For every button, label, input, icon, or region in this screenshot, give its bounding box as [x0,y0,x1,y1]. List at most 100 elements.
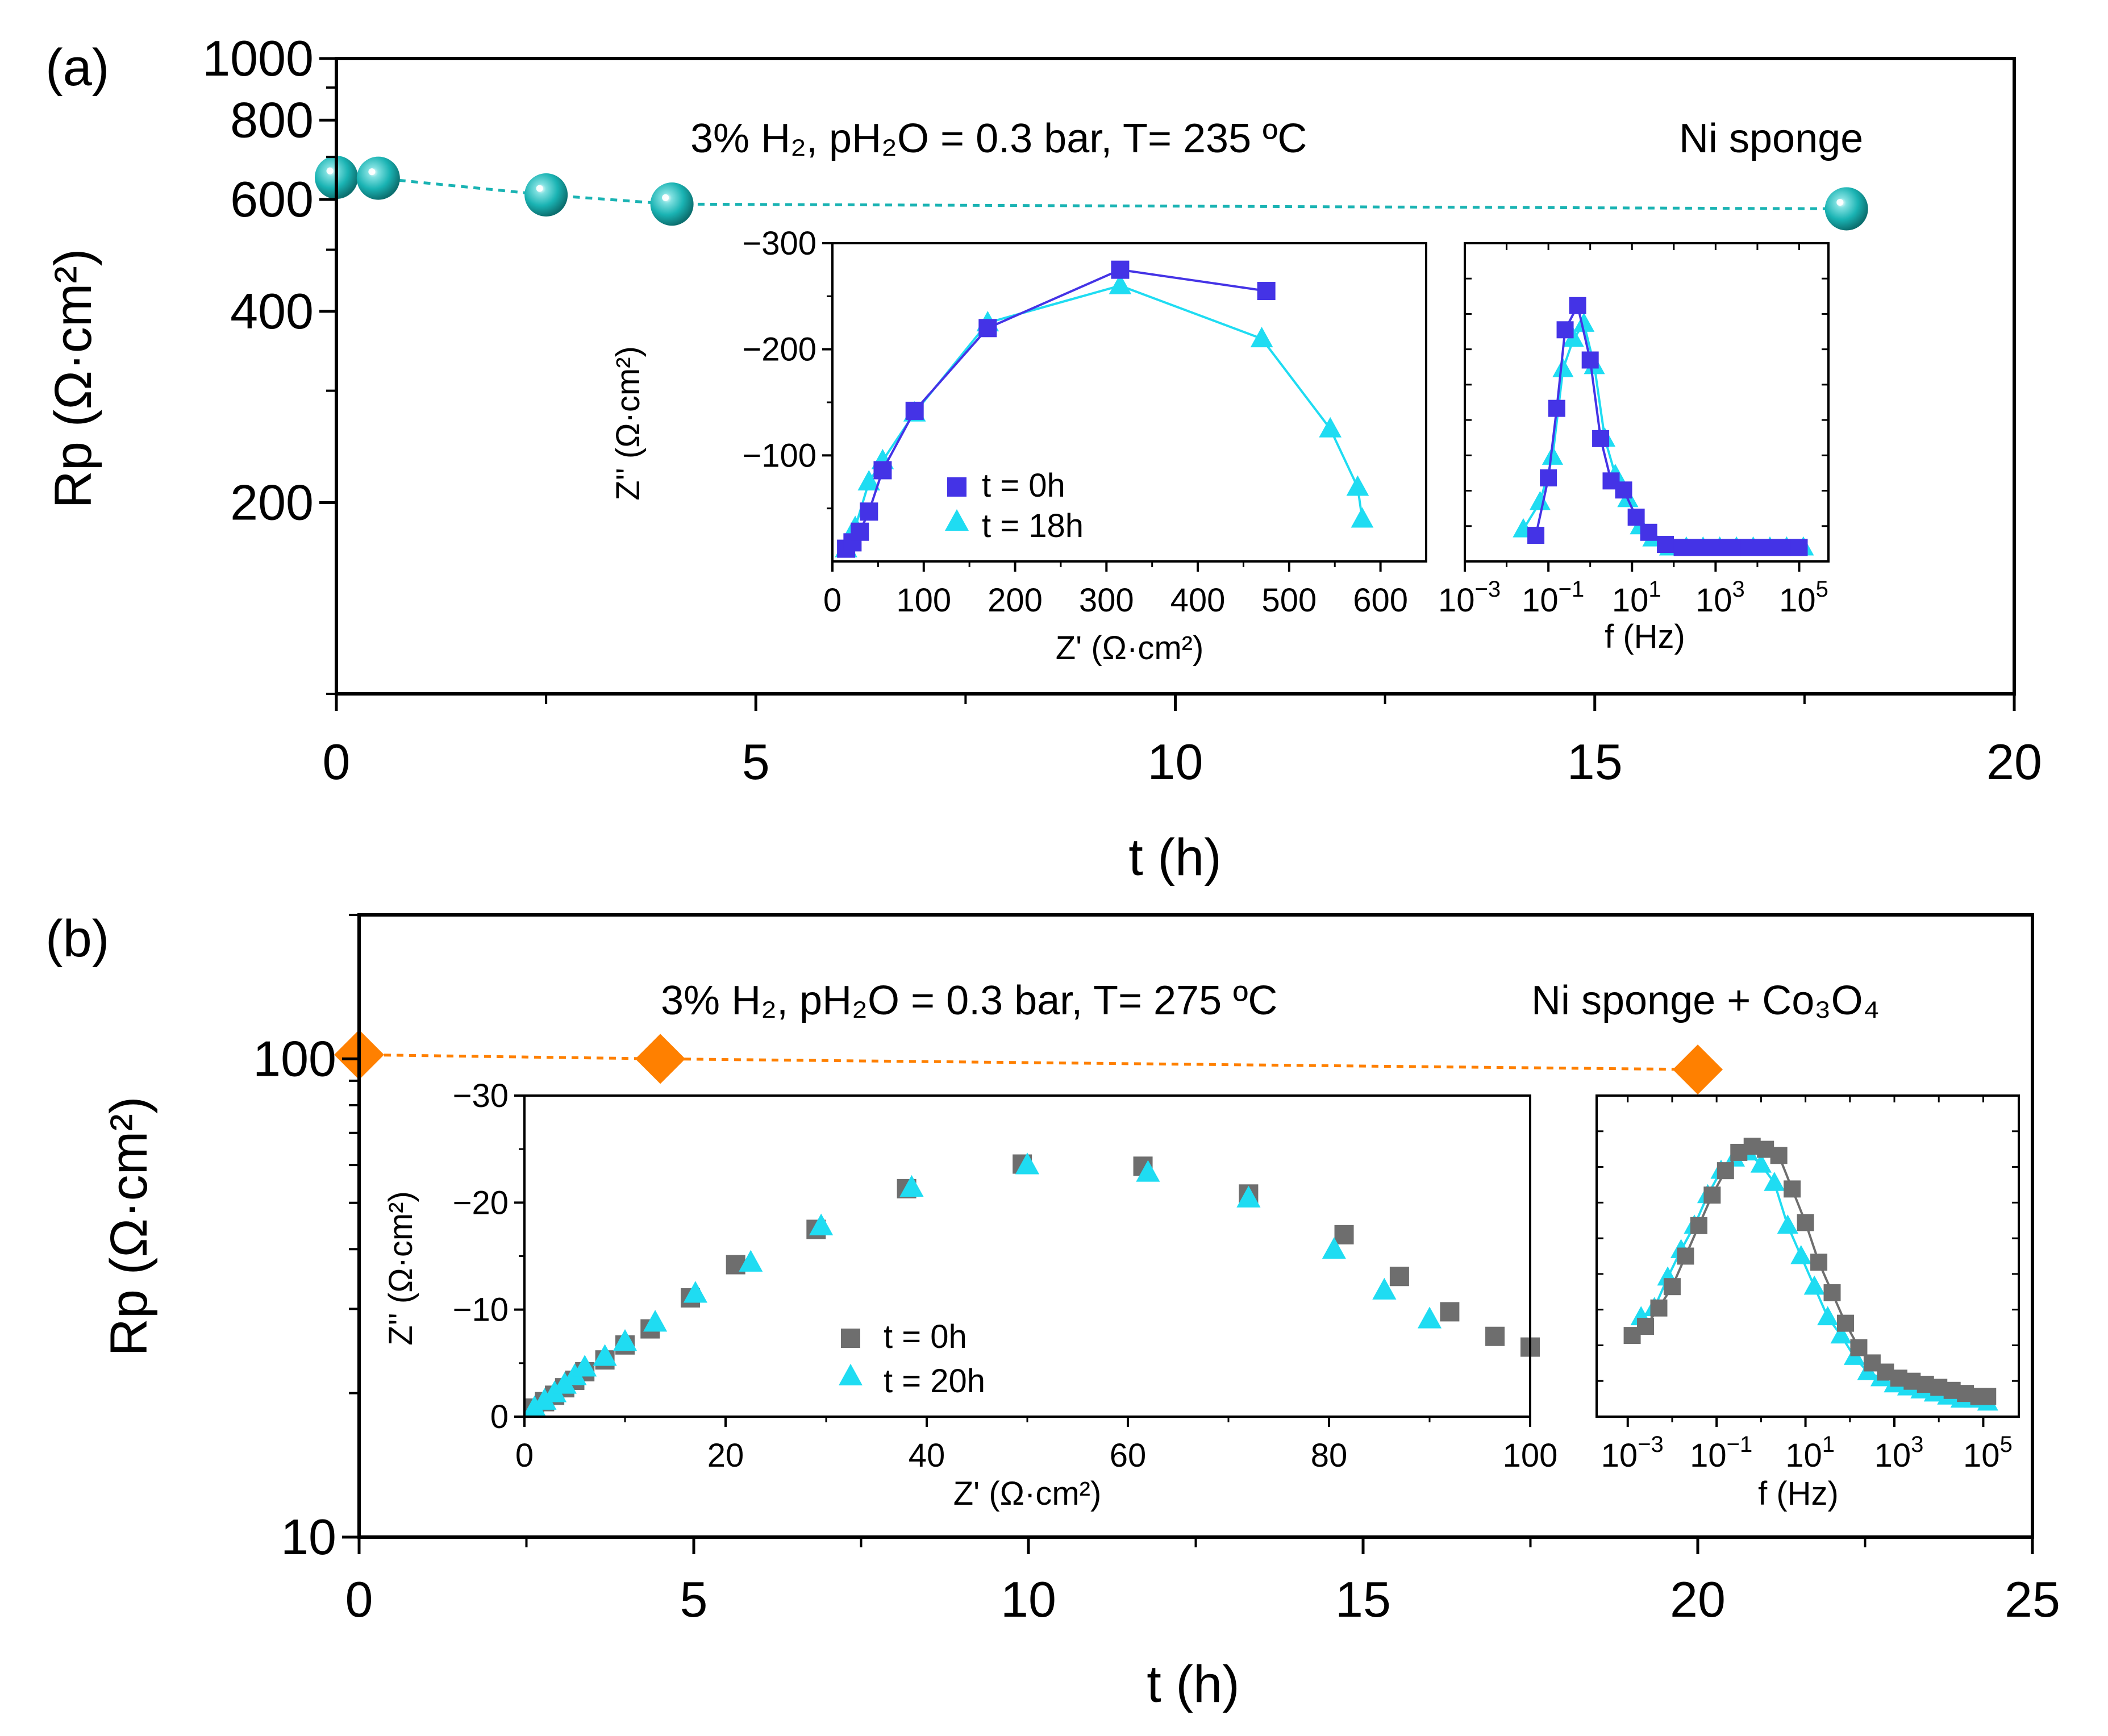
b-nyq-point [1389,1267,1409,1287]
a-nyq-point [873,461,892,480]
a-nyq-ytick-label: −200 [742,331,816,368]
b-nyq-point [1440,1302,1460,1322]
a-main-point [650,182,694,226]
a-bode-point [1740,539,1758,556]
a-bode-point [1527,527,1545,544]
b-bode-point [1823,1284,1841,1301]
panel-label-b: (b) [45,910,109,968]
b-nyq-xtick-label: 60 [1110,1437,1147,1474]
b-xtick-label: 10 [1001,1571,1056,1627]
b-nyq-point [1136,1160,1160,1182]
a-nyquist-legend: t = 0h t = 18h [945,467,1084,544]
b-bode-point [1790,1244,1812,1264]
a-xlabel: t (h) [1128,829,1222,886]
b-main-point [635,1034,686,1084]
a-nyq-point [1257,282,1276,300]
b-xtick-label: 0 [345,1571,373,1627]
b-nyq-point [1485,1326,1505,1346]
a-bode-point [1673,539,1691,556]
b-bode-point [1690,1217,1707,1234]
b-bode-point [1836,1314,1854,1332]
a-nyq-point [1109,273,1132,294]
b-bode-point [1663,1278,1681,1296]
b-bode-xtick-label: 10−1 [1690,1432,1752,1474]
b-nyq-point [739,1250,763,1272]
a-bode-point [1723,539,1741,556]
a-nyq-point [1346,475,1369,496]
a-bode-point [1615,481,1632,499]
b-xtick-label: 25 [2005,1571,2060,1627]
a-nyq-point [1319,417,1342,438]
a-bode-point [1548,399,1565,417]
a-legend-label-0: t = 0h [982,467,1065,504]
b-bode-xlabel: f (Hz) [1758,1475,1839,1512]
b-nyq-point [643,1310,668,1332]
b-nyq-point [809,1213,834,1235]
a-nyq-ytick-label: −300 [742,225,816,262]
a-nyq-xtick-label: 400 [1170,582,1226,619]
a-nyq-point [1351,507,1374,528]
a-ytick-label: 600 [230,171,314,227]
b-nyq-xtick-label: 100 [1503,1437,1558,1474]
b-nyq-ytick-label: −30 [453,1077,509,1114]
b-nyq-point [613,1329,638,1351]
a-annotation: 3% H₂, pH₂O = 0.3 bar, T= 235 ºC [690,116,1307,161]
b-annotation: 3% H₂, pH₂O = 0.3 bar, T= 275 ºC [661,978,1277,1023]
a-bode-xtick-label: 105 [1779,577,1828,619]
a-sample-label: Ni sponge [1679,116,1863,161]
a-bode-point [1529,491,1551,510]
a-main-point [524,173,568,217]
b-bode-inset: 10−3 10−1 101 103 105 f (Hz) [1595,1094,2020,1512]
a-bode-frame [1464,242,1830,563]
b-bode-xtick-label: 101 [1785,1432,1835,1474]
a-bode-inset: 10−3 10−1 101 103 105 f (Hz) [1438,242,1830,655]
a-legend-square-icon [947,477,966,497]
b-nyq-point [1236,1185,1261,1208]
a-nyq-xtick-label: 500 [1261,582,1317,619]
b-nyq-xtick-label: 80 [1311,1437,1348,1474]
b-nyq-point [1322,1237,1346,1259]
b-bode-point [1770,1147,1788,1164]
b-main-series-line [359,1053,1698,1071]
b-xtick-label: 20 [1670,1571,1726,1627]
a-bode-point [1573,313,1595,332]
a-main-point [1824,187,1868,231]
a-bode-xtick-label: 10−3 [1438,577,1501,619]
a-nyq-point [857,470,881,491]
a-bode-point [1707,539,1724,556]
a-bode-point [1627,509,1645,526]
a-xtick-label: 10 [1148,734,1203,790]
b-nyquist-ylabel: Z'' (Ω·cm²) [382,1191,419,1346]
a-bode-xtick-label: 10−1 [1522,577,1584,619]
b-bode-point [1764,1172,1785,1191]
b-ylabel: Rp (Ω·cm²) [100,1096,158,1356]
a-bode-point [1640,523,1657,541]
b-bode-point [1637,1318,1655,1335]
a-ylabel: Rp (Ω·cm²) [44,248,102,508]
a-bode-xtick-label: 101 [1612,577,1661,619]
b-legend-square-icon [841,1329,860,1348]
a-nyq-xtick-label: 300 [1079,582,1134,619]
a-bode-point [1774,539,1792,556]
b-nyq-point [1417,1306,1442,1329]
b-bode-point [1850,1339,1868,1356]
a-bode-point [1569,297,1586,314]
b-bode-point [1717,1162,1734,1180]
a-nyq-xtick-label: 0 [823,582,841,619]
a-bode-point [1552,357,1574,377]
b-bode-point [1677,1247,1694,1265]
a-bode-point [1581,351,1599,369]
a-bode-xlabel: f (Hz) [1605,618,1685,655]
a-nyq-ytick-label: −100 [742,437,816,474]
b-nyq-point [593,1344,617,1366]
a-nyq-point [978,319,997,338]
b-nyq-point [573,1355,597,1377]
a-bode-point [1592,430,1610,447]
b-nyq-xtick-label: 40 [909,1437,945,1474]
b-bode-xtick-label: 105 [1963,1432,2013,1474]
b-bode-point [1777,1214,1798,1234]
b-ytick-label: 10 [281,1509,336,1565]
b-nyq-xtick-label: 20 [707,1437,744,1474]
